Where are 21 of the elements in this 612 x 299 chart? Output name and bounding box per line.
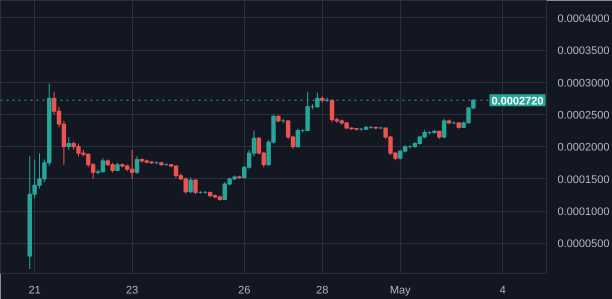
y-tick-label: 0.0000500	[558, 238, 610, 250]
x-tick-label: 23	[126, 284, 138, 296]
x-tick-label: May	[390, 284, 412, 296]
y-tick-label: 0.0003000	[558, 77, 610, 90]
x-tick-label: 21	[28, 284, 41, 296]
y-tick-label: 0.0002500	[558, 109, 610, 122]
candlestick	[296, 128, 300, 148]
candlestick	[134, 156, 140, 174]
y-tick-label: 0.0003500	[558, 45, 610, 58]
x-tick-label: 4	[500, 284, 506, 296]
y-tick-label: 0.0001000	[558, 206, 610, 218]
x-tick-label: 26	[238, 284, 250, 296]
candlestick	[193, 178, 198, 195]
ref-line-label: 0.0002720	[492, 95, 544, 108]
x-tick-label: 28	[316, 284, 328, 296]
candlestick	[188, 177, 193, 194]
y-tick-label: 0.0004000	[558, 12, 610, 25]
candlestick	[66, 136, 71, 150]
y-tick-label: 0.0002000	[558, 142, 610, 154]
y-tick-label: 0.0001500	[558, 174, 610, 186]
candlestick	[442, 118, 446, 139]
